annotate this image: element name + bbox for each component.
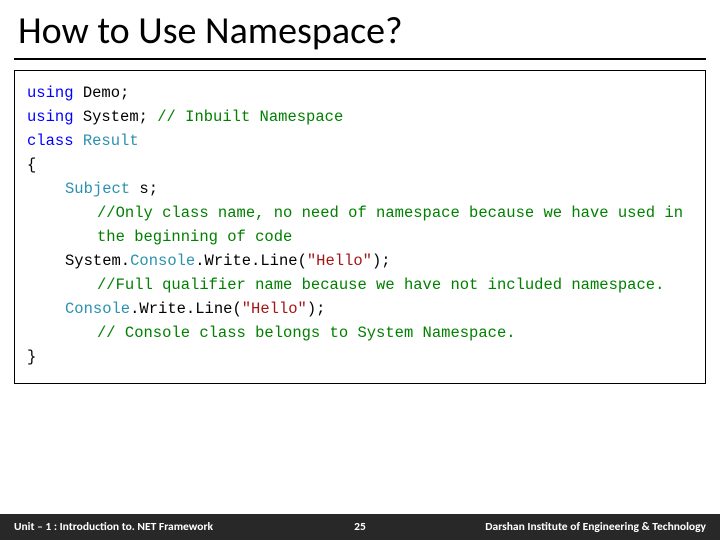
code-text: System.	[65, 252, 130, 270]
code-text: );	[307, 300, 326, 318]
code-text: System;	[74, 108, 158, 126]
footer-unit: Unit – 1 : Introduction to. NET Framewor…	[14, 520, 330, 534]
code-line: }	[27, 345, 693, 369]
code-line: Console.Write.Line("Hello");	[27, 297, 693, 321]
slide-title: How to Use Namespace?	[0, 0, 720, 56]
class-name: Result	[83, 132, 139, 150]
comment: // Console class belongs to System Names…	[27, 321, 693, 345]
keyword: class	[27, 132, 74, 150]
code-text: Demo;	[74, 84, 130, 102]
string-literal: "Hello"	[242, 300, 307, 318]
string-literal: "Hello"	[307, 252, 372, 270]
code-text	[74, 132, 83, 150]
class-name: Subject	[65, 180, 130, 198]
code-block: using Demo; using System; // Inbuilt Nam…	[14, 70, 706, 384]
title-underline	[14, 58, 706, 60]
code-line: System.Console.Write.Line("Hello");	[27, 249, 693, 273]
comment: //Only class name, no need of namespace …	[27, 201, 693, 249]
footer-page-number: 25	[330, 520, 390, 534]
code-text: .Write.Line(	[130, 300, 242, 318]
code-text: s;	[130, 180, 158, 198]
code-text: .Write.Line(	[195, 252, 307, 270]
class-name: Console	[130, 252, 195, 270]
keyword: using	[27, 108, 74, 126]
keyword: using	[27, 84, 74, 102]
class-name: Console	[65, 300, 130, 318]
footer-bar: Unit – 1 : Introduction to. NET Framewor…	[0, 514, 720, 540]
code-text: );	[372, 252, 391, 270]
code-line: Subject s;	[27, 177, 693, 201]
footer-institute: Darshan Institute of Engineering & Techn…	[390, 520, 706, 534]
code-line: using Demo;	[27, 81, 693, 105]
code-line: {	[27, 153, 693, 177]
code-line: class Result	[27, 129, 693, 153]
code-line: using System; // Inbuilt Namespace	[27, 105, 693, 129]
comment: //Full qualifier name because we have no…	[27, 273, 693, 297]
comment: // Inbuilt Namespace	[157, 108, 343, 126]
